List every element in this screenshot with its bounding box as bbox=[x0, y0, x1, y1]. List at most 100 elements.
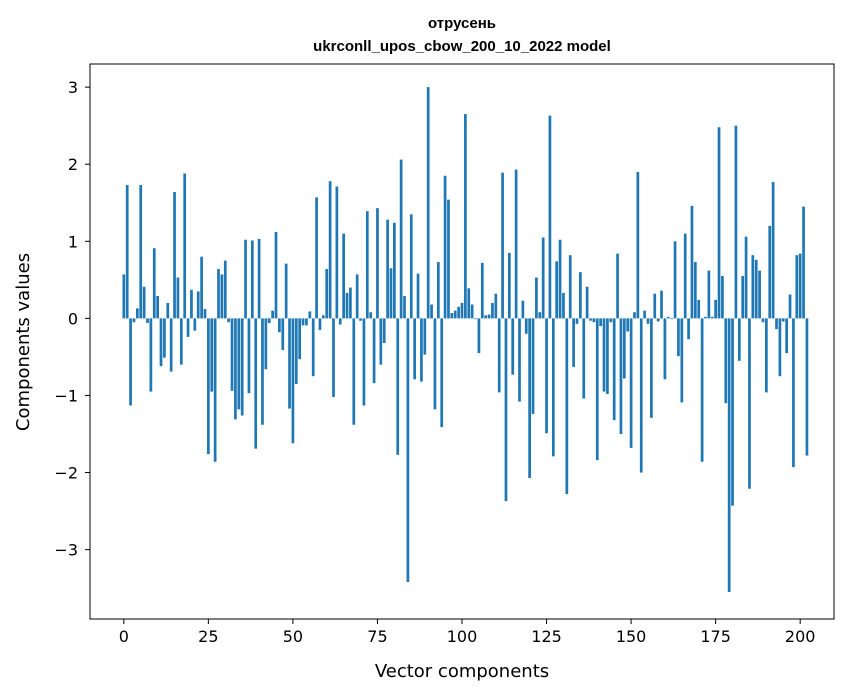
bar bbox=[409, 214, 413, 319]
bar bbox=[207, 318, 210, 455]
bar bbox=[338, 318, 342, 325]
bar bbox=[305, 318, 308, 326]
bar bbox=[633, 312, 636, 319]
bar bbox=[450, 312, 454, 319]
y-tick-label: −1 bbox=[54, 386, 78, 405]
x-tick-label: 125 bbox=[531, 627, 562, 646]
bar bbox=[244, 239, 247, 319]
bar bbox=[721, 275, 724, 319]
bar bbox=[643, 310, 646, 319]
bar bbox=[416, 273, 420, 319]
bar bbox=[585, 286, 589, 319]
bar bbox=[531, 318, 535, 414]
bar bbox=[697, 299, 701, 319]
bar bbox=[480, 262, 484, 319]
bar bbox=[535, 277, 538, 319]
bar bbox=[379, 318, 383, 365]
bar bbox=[524, 318, 528, 334]
bar bbox=[683, 233, 687, 319]
bar bbox=[792, 318, 795, 468]
bar bbox=[186, 318, 190, 337]
bar bbox=[507, 252, 511, 319]
bar bbox=[781, 318, 785, 322]
bar bbox=[318, 318, 322, 330]
bar bbox=[673, 241, 677, 319]
bar bbox=[308, 311, 312, 319]
bar bbox=[551, 318, 555, 457]
bar bbox=[278, 318, 281, 333]
bar bbox=[592, 318, 596, 323]
bar bbox=[284, 263, 288, 319]
bar bbox=[737, 318, 741, 361]
bar bbox=[152, 248, 156, 319]
bar bbox=[575, 318, 579, 324]
bar bbox=[376, 208, 379, 319]
bar bbox=[606, 318, 609, 394]
bar bbox=[528, 318, 531, 478]
bar bbox=[487, 314, 491, 319]
bar bbox=[656, 318, 660, 322]
x-tick-label: 100 bbox=[447, 627, 478, 646]
bar bbox=[562, 292, 565, 319]
bar bbox=[771, 181, 775, 319]
bar bbox=[294, 318, 298, 384]
bar bbox=[301, 318, 305, 326]
bar bbox=[727, 318, 731, 593]
bar bbox=[595, 318, 599, 461]
bar bbox=[568, 255, 572, 319]
bar bbox=[230, 318, 234, 391]
bar bbox=[798, 253, 802, 319]
x-tick-label: 75 bbox=[367, 627, 387, 646]
bar bbox=[717, 127, 721, 319]
y-tick-label: 0 bbox=[68, 309, 78, 328]
bar bbox=[501, 172, 504, 319]
bar bbox=[386, 219, 389, 319]
bar bbox=[538, 312, 542, 319]
bar bbox=[420, 318, 423, 382]
y-axis-label: Components values bbox=[13, 253, 34, 431]
bar bbox=[599, 318, 603, 327]
bar bbox=[768, 225, 772, 319]
bar bbox=[572, 318, 575, 367]
bar bbox=[125, 185, 129, 319]
bar bbox=[355, 274, 359, 319]
bar bbox=[359, 318, 362, 321]
bar bbox=[163, 318, 166, 358]
bar bbox=[636, 171, 640, 319]
bar bbox=[704, 316, 707, 319]
chart-title: отрусень bbox=[428, 15, 496, 32]
x-tick-label: 25 bbox=[198, 627, 218, 646]
bar bbox=[413, 318, 417, 380]
y-tick-label: 2 bbox=[68, 155, 78, 174]
bar bbox=[690, 205, 694, 319]
x-axis-label: Vector components bbox=[375, 661, 549, 682]
bar bbox=[521, 300, 525, 319]
bar bbox=[288, 318, 291, 409]
bar bbox=[751, 255, 755, 319]
plot-frame bbox=[89, 63, 835, 620]
bar bbox=[159, 318, 163, 367]
bar bbox=[639, 318, 643, 473]
bar bbox=[670, 318, 674, 320]
bar bbox=[504, 318, 508, 502]
bar bbox=[281, 318, 285, 350]
bar bbox=[362, 318, 366, 406]
bar bbox=[426, 87, 430, 319]
bar bbox=[261, 318, 264, 425]
bar bbox=[328, 181, 332, 319]
bar bbox=[765, 318, 768, 393]
bar bbox=[234, 318, 237, 420]
bar bbox=[193, 318, 197, 331]
bar bbox=[372, 318, 376, 384]
x-tick-label: 200 bbox=[785, 627, 816, 646]
bar bbox=[707, 270, 711, 319]
bar bbox=[518, 318, 521, 402]
bar bbox=[365, 211, 369, 319]
bar bbox=[146, 318, 149, 324]
y-tick-label: 3 bbox=[68, 78, 78, 97]
bar bbox=[135, 308, 139, 319]
bar bbox=[156, 296, 159, 319]
bar bbox=[237, 318, 241, 410]
bar bbox=[352, 318, 356, 425]
